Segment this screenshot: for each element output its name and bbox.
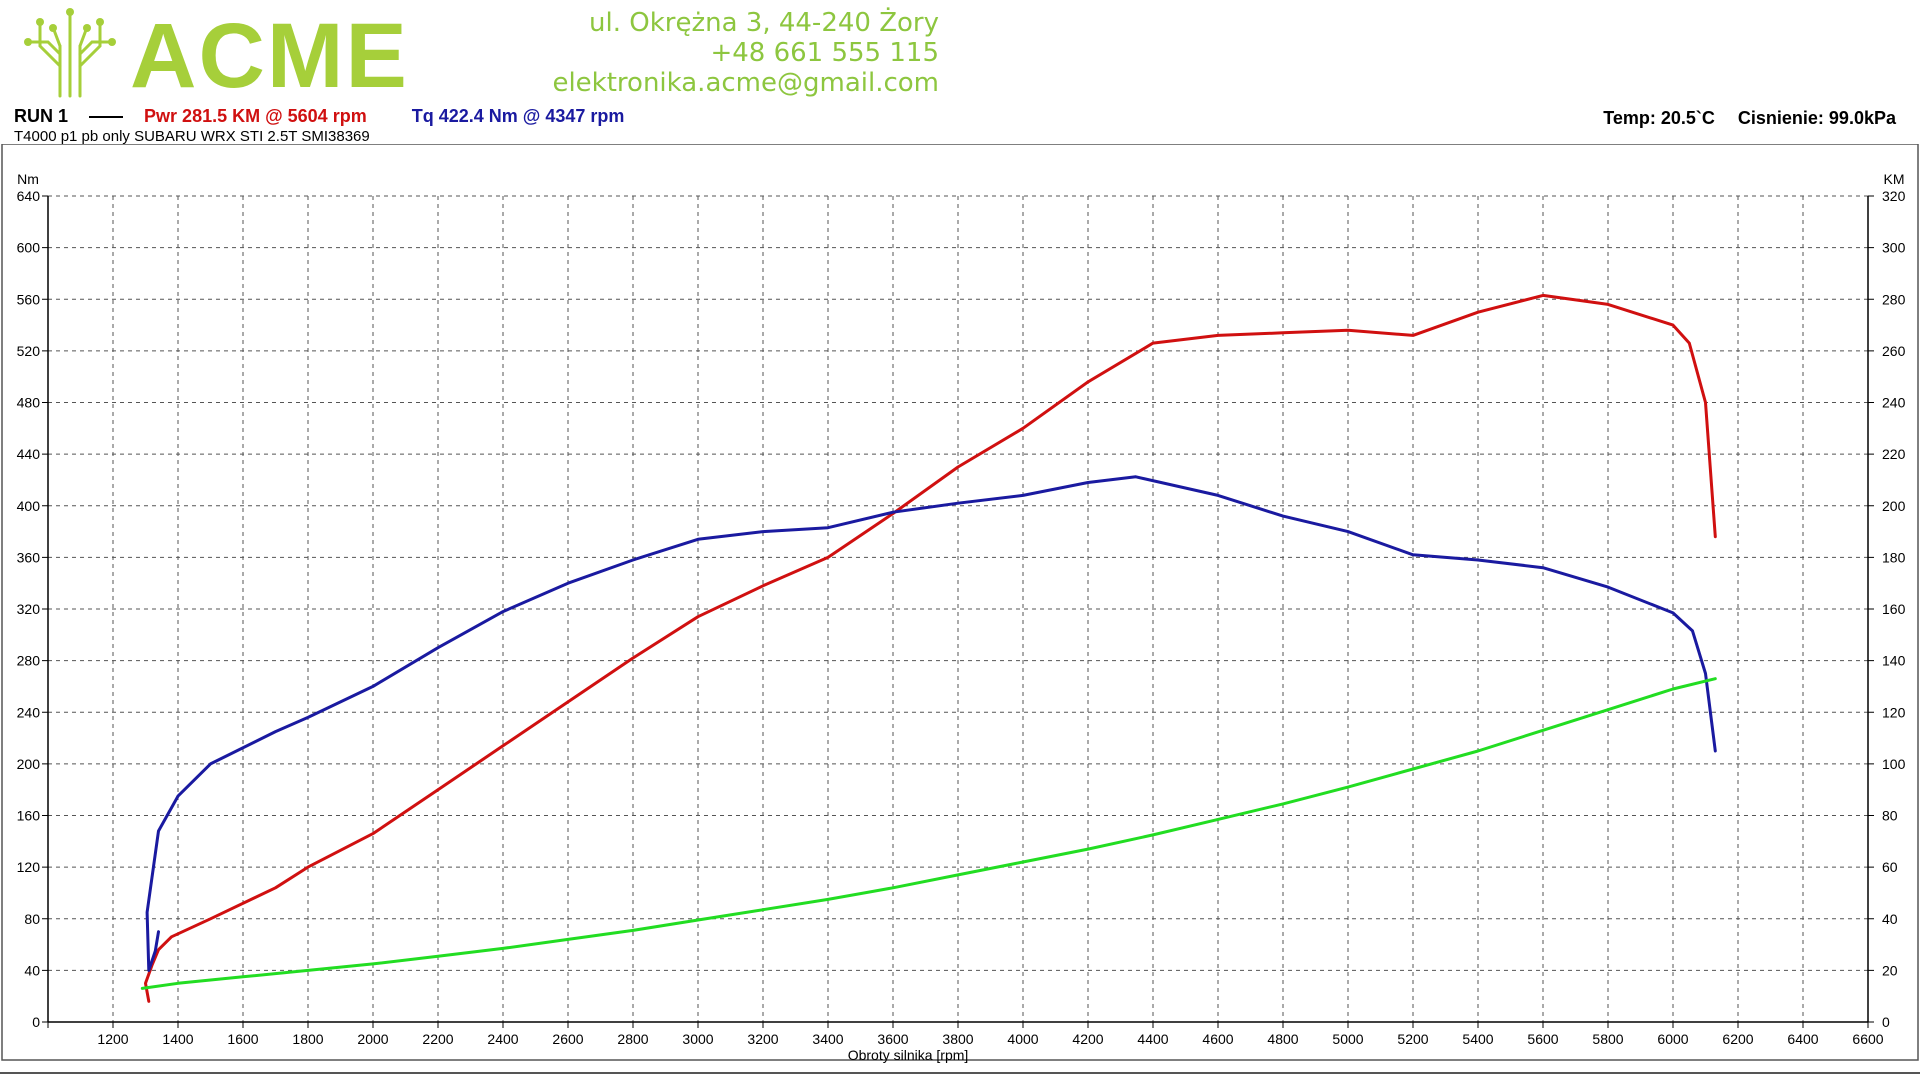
torque-summary: Tq 422.4 Nm @ 4347 rpm: [411, 106, 625, 126]
x-tick-label: 4400: [1137, 1031, 1168, 1047]
left-tick-label: 640: [17, 188, 41, 204]
left-tick-label: 600: [17, 240, 41, 256]
temperature: Temp: 20.5`C: [1603, 108, 1715, 128]
x-tick-label: 4000: [1007, 1031, 1038, 1047]
x-tick-label: 3200: [747, 1031, 778, 1047]
right-tick-label: 80: [1882, 808, 1898, 824]
left-tick-label: 360: [17, 549, 41, 565]
right-tick-label: 0: [1882, 1014, 1890, 1030]
x-tick-label: 4800: [1267, 1031, 1298, 1047]
right-tick-label: 20: [1882, 962, 1898, 978]
left-axis-label: Nm: [17, 171, 39, 187]
x-tick-label: 2400: [487, 1031, 518, 1047]
dyno-chart: 1200 1400 1600 1800 2000 2200 2400 2600 2800 3000…: [1, 144, 1919, 1063]
pressure: Cisnienie: 99.0kPa: [1737, 108, 1896, 128]
left-tick-label: 520: [17, 343, 41, 359]
x-tick-label: 5400: [1462, 1031, 1493, 1047]
left-tick-label: 400: [17, 498, 41, 514]
x-tick-label: 1200: [97, 1031, 128, 1047]
x-tick-label: 6600: [1852, 1031, 1883, 1047]
x-tick-label: 3600: [877, 1031, 908, 1047]
bottom-border: [0, 1072, 1920, 1074]
x-tick-label: 1600: [227, 1031, 258, 1047]
right-tick-label: 240: [1882, 395, 1906, 411]
x-tick-label: 6200: [1722, 1031, 1753, 1047]
run-summary: RUN 1 Pwr 281.5 KM @ 5604 rpm Tq 422.4 N…: [14, 106, 624, 127]
chart-frame: [1, 144, 1919, 1061]
right-tick-label: 200: [1882, 498, 1906, 514]
right-tick-label: 260: [1882, 343, 1906, 359]
x-tick-label: 5000: [1332, 1031, 1363, 1047]
x-tick-label: 3400: [812, 1031, 843, 1047]
left-tick-label: 40: [24, 962, 40, 978]
right-tick-label: 280: [1882, 291, 1906, 307]
left-tick-label: 120: [17, 859, 41, 875]
power-summary: Pwr 281.5 KM @ 5604 rpm: [144, 106, 367, 126]
left-tick-label: 440: [17, 446, 41, 462]
series-line-loss: [140, 677, 1717, 990]
run-label: RUN 1: [14, 106, 69, 126]
x-tick-label: 6400: [1787, 1031, 1818, 1047]
left-tick-label: 480: [17, 395, 41, 411]
right-tick-label: 140: [1882, 653, 1906, 669]
x-tick-label: 2800: [617, 1031, 648, 1047]
contact-email: elektronika.acme@gmail.com: [552, 68, 939, 98]
left-tick-label: 280: [17, 653, 41, 669]
run-line-legend: [89, 116, 124, 119]
x-tick-label: 5200: [1397, 1031, 1428, 1047]
left-tick-label: 240: [17, 704, 41, 720]
x-tick-label: 4600: [1202, 1031, 1233, 1047]
x-tick-label: 1800: [292, 1031, 323, 1047]
left-tick-label: 0: [32, 1014, 40, 1030]
x-tick-label: 5800: [1592, 1031, 1623, 1047]
right-tick-label: 220: [1882, 446, 1906, 462]
left-tick-label: 560: [17, 291, 41, 307]
right-tick-label: 120: [1882, 704, 1906, 720]
vehicle-description: T4000 p1 pb only SUBARU WRX STI 2.5T SMI…: [14, 128, 370, 145]
x-tick-label: 4200: [1072, 1031, 1103, 1047]
right-tick-label: 60: [1882, 859, 1898, 875]
x-tick-label: 1400: [162, 1031, 193, 1047]
right-tick-label: 100: [1882, 756, 1906, 772]
right-tick-label: 180: [1882, 549, 1906, 565]
right-tick-label: 160: [1882, 601, 1906, 617]
right-tick-label: 300: [1882, 240, 1906, 256]
left-tick-label: 200: [17, 756, 41, 772]
series-line-pwr: [144, 293, 1717, 1003]
x-tick-label: 2200: [422, 1031, 453, 1047]
contact-block: ul. Okrężna 3, 44-240 Żory +48 661 555 1…: [552, 8, 939, 98]
x-tick-label: 6000: [1657, 1031, 1688, 1047]
left-tick-label: 80: [24, 911, 40, 927]
x-tick-label: 3800: [942, 1031, 973, 1047]
circuit-tree-icon: [24, 8, 116, 98]
left-tick-label: 160: [17, 808, 41, 824]
left-tick-label: 320: [17, 601, 41, 617]
x-tick-label: 3000: [682, 1031, 713, 1047]
acme-logo: ACME: [20, 6, 440, 102]
right-axis-label: KM: [1884, 171, 1905, 187]
x-tick-label: 2000: [357, 1031, 388, 1047]
ambient-conditions: Temp: 20.5`C Cisnienie: 99.0kPa: [1603, 108, 1896, 129]
logo-text: ACME: [130, 5, 409, 107]
x-tick-label: 2600: [552, 1031, 583, 1047]
series-line-tq: [145, 475, 1717, 972]
right-tick-label: 320: [1882, 188, 1906, 204]
right-tick-label: 40: [1882, 911, 1898, 927]
contact-phone: +48 661 555 115: [710, 38, 939, 68]
x-axis-label: Obroty silnika [rpm]: [848, 1047, 969, 1063]
contact-address: ul. Okrężna 3, 44-240 Żory: [589, 8, 939, 38]
x-tick-label: 5600: [1527, 1031, 1558, 1047]
